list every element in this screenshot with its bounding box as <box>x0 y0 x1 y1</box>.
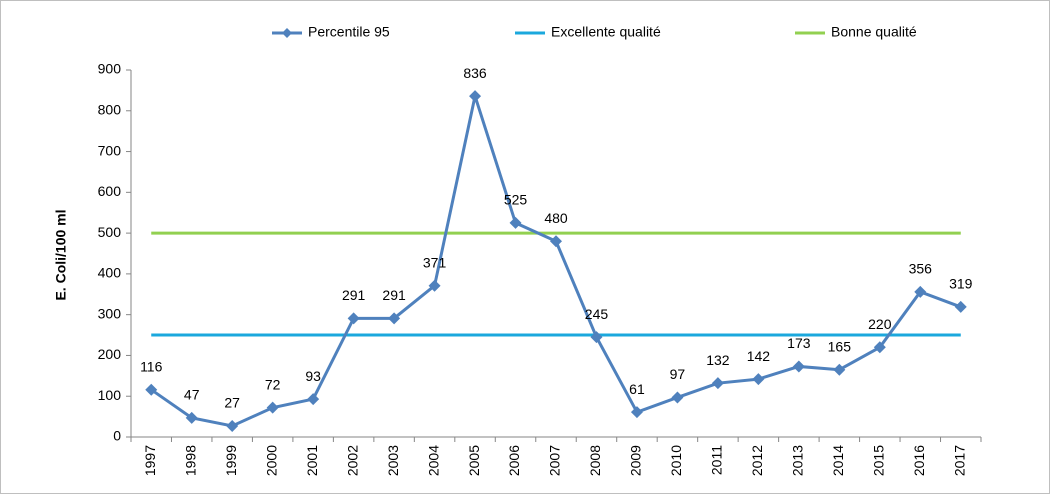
x-tick-label: 2013 <box>790 445 806 476</box>
x-tick-label: 2000 <box>263 445 279 476</box>
x-tick-label: 2014 <box>830 445 846 476</box>
marker <box>590 331 603 344</box>
data-label: 72 <box>265 376 281 392</box>
x-tick-label: 2001 <box>304 445 320 476</box>
x-tick-label: 2007 <box>547 445 563 476</box>
data-label: 480 <box>544 210 568 226</box>
data-label: 116 <box>140 358 163 374</box>
x-tick-label: 1998 <box>182 445 198 476</box>
y-tick-label: 600 <box>98 183 122 199</box>
data-label: 836 <box>463 65 487 81</box>
x-tick-label: 2003 <box>385 445 401 476</box>
data-label: 371 <box>423 254 447 270</box>
marker <box>226 419 239 432</box>
data-label: 173 <box>787 335 811 351</box>
marker <box>469 90 482 103</box>
x-tick-label: 2006 <box>506 445 522 476</box>
marker <box>630 406 643 419</box>
y-tick-label: 700 <box>98 142 122 158</box>
data-label: 47 <box>184 387 200 403</box>
marker <box>954 300 967 313</box>
data-label: 220 <box>868 316 892 332</box>
x-tick-label: 2008 <box>587 445 603 476</box>
marker <box>833 363 846 376</box>
x-tick-label: 1997 <box>142 445 158 476</box>
legend-label: Bonne qualité <box>831 24 917 40</box>
x-tick-label: 2009 <box>628 445 644 476</box>
data-label: 165 <box>828 338 852 354</box>
y-tick-label: 100 <box>98 387 122 403</box>
y-tick-label: 900 <box>98 61 122 77</box>
data-label: 97 <box>670 366 686 382</box>
marker <box>711 377 724 390</box>
data-label: 142 <box>747 348 771 364</box>
data-label: 525 <box>504 192 528 208</box>
y-tick-label: 200 <box>98 346 122 362</box>
x-tick-label: 2015 <box>871 445 887 476</box>
marker <box>388 312 401 325</box>
y-tick-label: 800 <box>98 101 122 117</box>
data-label: 27 <box>224 395 240 411</box>
y-tick-label: 0 <box>113 428 121 444</box>
marker <box>792 360 805 373</box>
x-tick-label: 2002 <box>344 445 360 476</box>
data-label: 132 <box>706 352 730 368</box>
marker <box>550 235 562 248</box>
x-tick-label: 2011 <box>709 445 725 475</box>
legend-label: Percentile 95 <box>308 24 390 40</box>
x-tick-label: 2016 <box>911 445 927 476</box>
data-label: 356 <box>909 261 933 277</box>
data-label: 291 <box>382 287 406 303</box>
y-tick-label: 300 <box>98 305 122 321</box>
marker <box>428 279 441 292</box>
x-tick-label: 1999 <box>223 445 239 476</box>
y-axis-label: E. Coli/100 ml <box>53 209 69 300</box>
marker <box>347 312 360 325</box>
data-label: 291 <box>342 287 366 303</box>
x-tick-label: 2004 <box>425 445 441 476</box>
marker <box>307 393 320 406</box>
data-label: 61 <box>629 381 645 397</box>
marker <box>873 341 886 354</box>
marker <box>914 285 927 298</box>
legend-label: Excellente qualité <box>551 24 661 40</box>
marker <box>752 373 765 386</box>
data-label: 319 <box>949 276 973 292</box>
marker <box>509 216 522 229</box>
y-tick-label: 500 <box>98 224 122 240</box>
marker <box>671 391 684 404</box>
x-tick-label: 2010 <box>668 445 684 476</box>
x-tick-label: 2005 <box>466 445 482 476</box>
data-label: 245 <box>585 306 609 322</box>
marker <box>266 401 279 414</box>
marker <box>185 411 198 424</box>
y-tick-label: 400 <box>98 265 122 281</box>
marker <box>145 383 158 396</box>
x-tick-label: 2012 <box>749 445 765 476</box>
data-label: 93 <box>305 368 321 384</box>
x-tick-label: 2017 <box>951 445 967 476</box>
legend-marker <box>282 28 292 38</box>
